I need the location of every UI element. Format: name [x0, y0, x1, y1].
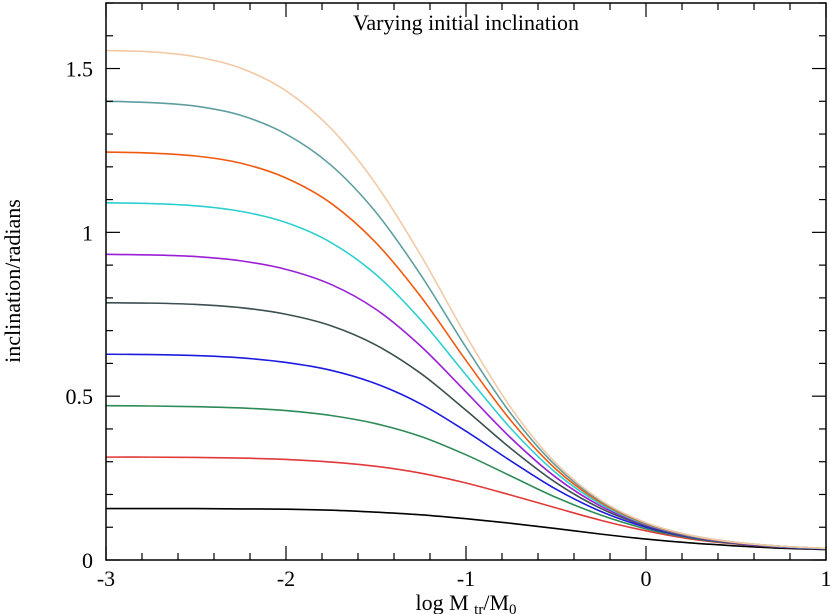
series-line-10: [105, 49, 827, 549]
tick-labels: -3 -2 -1 0 1 0 0.5 1 1.5: [66, 57, 830, 591]
x-tick-label: -2: [277, 566, 295, 591]
series-line-9: [105, 100, 827, 550]
series-lines: [105, 49, 827, 551]
y-axis-title: inclination/radians: [0, 199, 25, 363]
y-tick-label: 0: [82, 548, 93, 573]
x-tick-label: 0: [641, 566, 652, 591]
x-axis-title: log M tr/M0: [415, 590, 516, 614]
x-tick-label: -3: [97, 566, 115, 591]
series-line-6: [105, 253, 827, 550]
y-tick-label: 0.5: [66, 384, 94, 409]
x-tick-label: 1: [821, 566, 830, 591]
axis-ticks: [105, 2, 827, 561]
series-line-4: [105, 353, 827, 550]
series-line-5: [105, 302, 827, 550]
series-line-1: [105, 507, 827, 551]
series-line-3: [105, 404, 827, 550]
series-line-7: [105, 202, 827, 550]
plot-frame: [105, 2, 827, 561]
chart-title: Varying initial inclination: [353, 10, 579, 35]
x-tick-label: -1: [457, 566, 475, 591]
series-line-8: [105, 151, 827, 550]
y-tick-label: 1: [82, 220, 93, 245]
series-line-2: [105, 456, 827, 550]
y-tick-label: 1.5: [66, 57, 94, 82]
